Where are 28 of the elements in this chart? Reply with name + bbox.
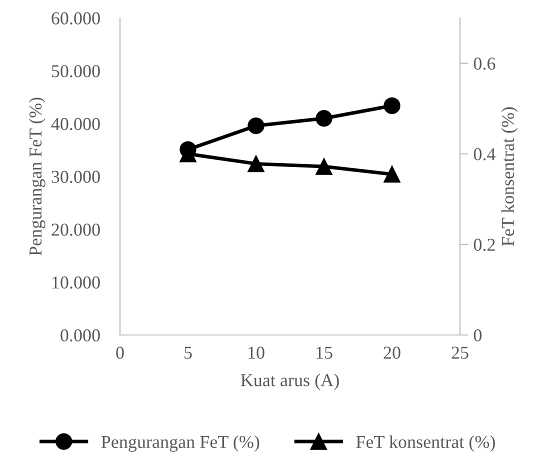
y-tick-label: 0.000 bbox=[60, 329, 100, 342]
x-tick-label: 5 bbox=[184, 346, 192, 359]
y2-axis-title: FeT konsentrat (%) bbox=[501, 107, 518, 246]
point bbox=[384, 97, 400, 114]
legend-label: FeT konsentrat (%) bbox=[356, 435, 495, 452]
y2-tick-label: 0 bbox=[474, 329, 482, 342]
point bbox=[248, 155, 264, 172]
point bbox=[316, 110, 332, 127]
point bbox=[248, 117, 264, 134]
point bbox=[316, 158, 332, 175]
y-tick-label: 30.000 bbox=[52, 170, 100, 184]
x-tick-label: 10 bbox=[248, 346, 264, 359]
y-tick-label: 40.000 bbox=[51, 118, 100, 130]
y-tick-label: 50.000 bbox=[52, 65, 100, 78]
y2-tick-label: 0.6 bbox=[474, 58, 496, 70]
x-axis-title: Kuat arus (A) bbox=[240, 374, 339, 390]
x-tick-label: 0 bbox=[116, 346, 124, 359]
x-tick-label: 25 bbox=[452, 346, 468, 359]
legend-label: Pengurangan FeT (%) bbox=[101, 435, 260, 452]
y-tick-label: 60.000 bbox=[52, 12, 100, 25]
y-tick-label: 10.000 bbox=[52, 276, 100, 289]
y-tick-label: 20.000 bbox=[52, 224, 100, 236]
x-tick-label: 20 bbox=[384, 346, 400, 359]
y2-tick-label: 0.4 bbox=[474, 148, 496, 160]
point bbox=[384, 166, 400, 183]
y-axis-title: Pengurangan FeT (%) bbox=[28, 98, 46, 256]
x-tick-label: 15 bbox=[316, 346, 332, 359]
y2-tick-label: 0.2 bbox=[474, 238, 495, 251]
